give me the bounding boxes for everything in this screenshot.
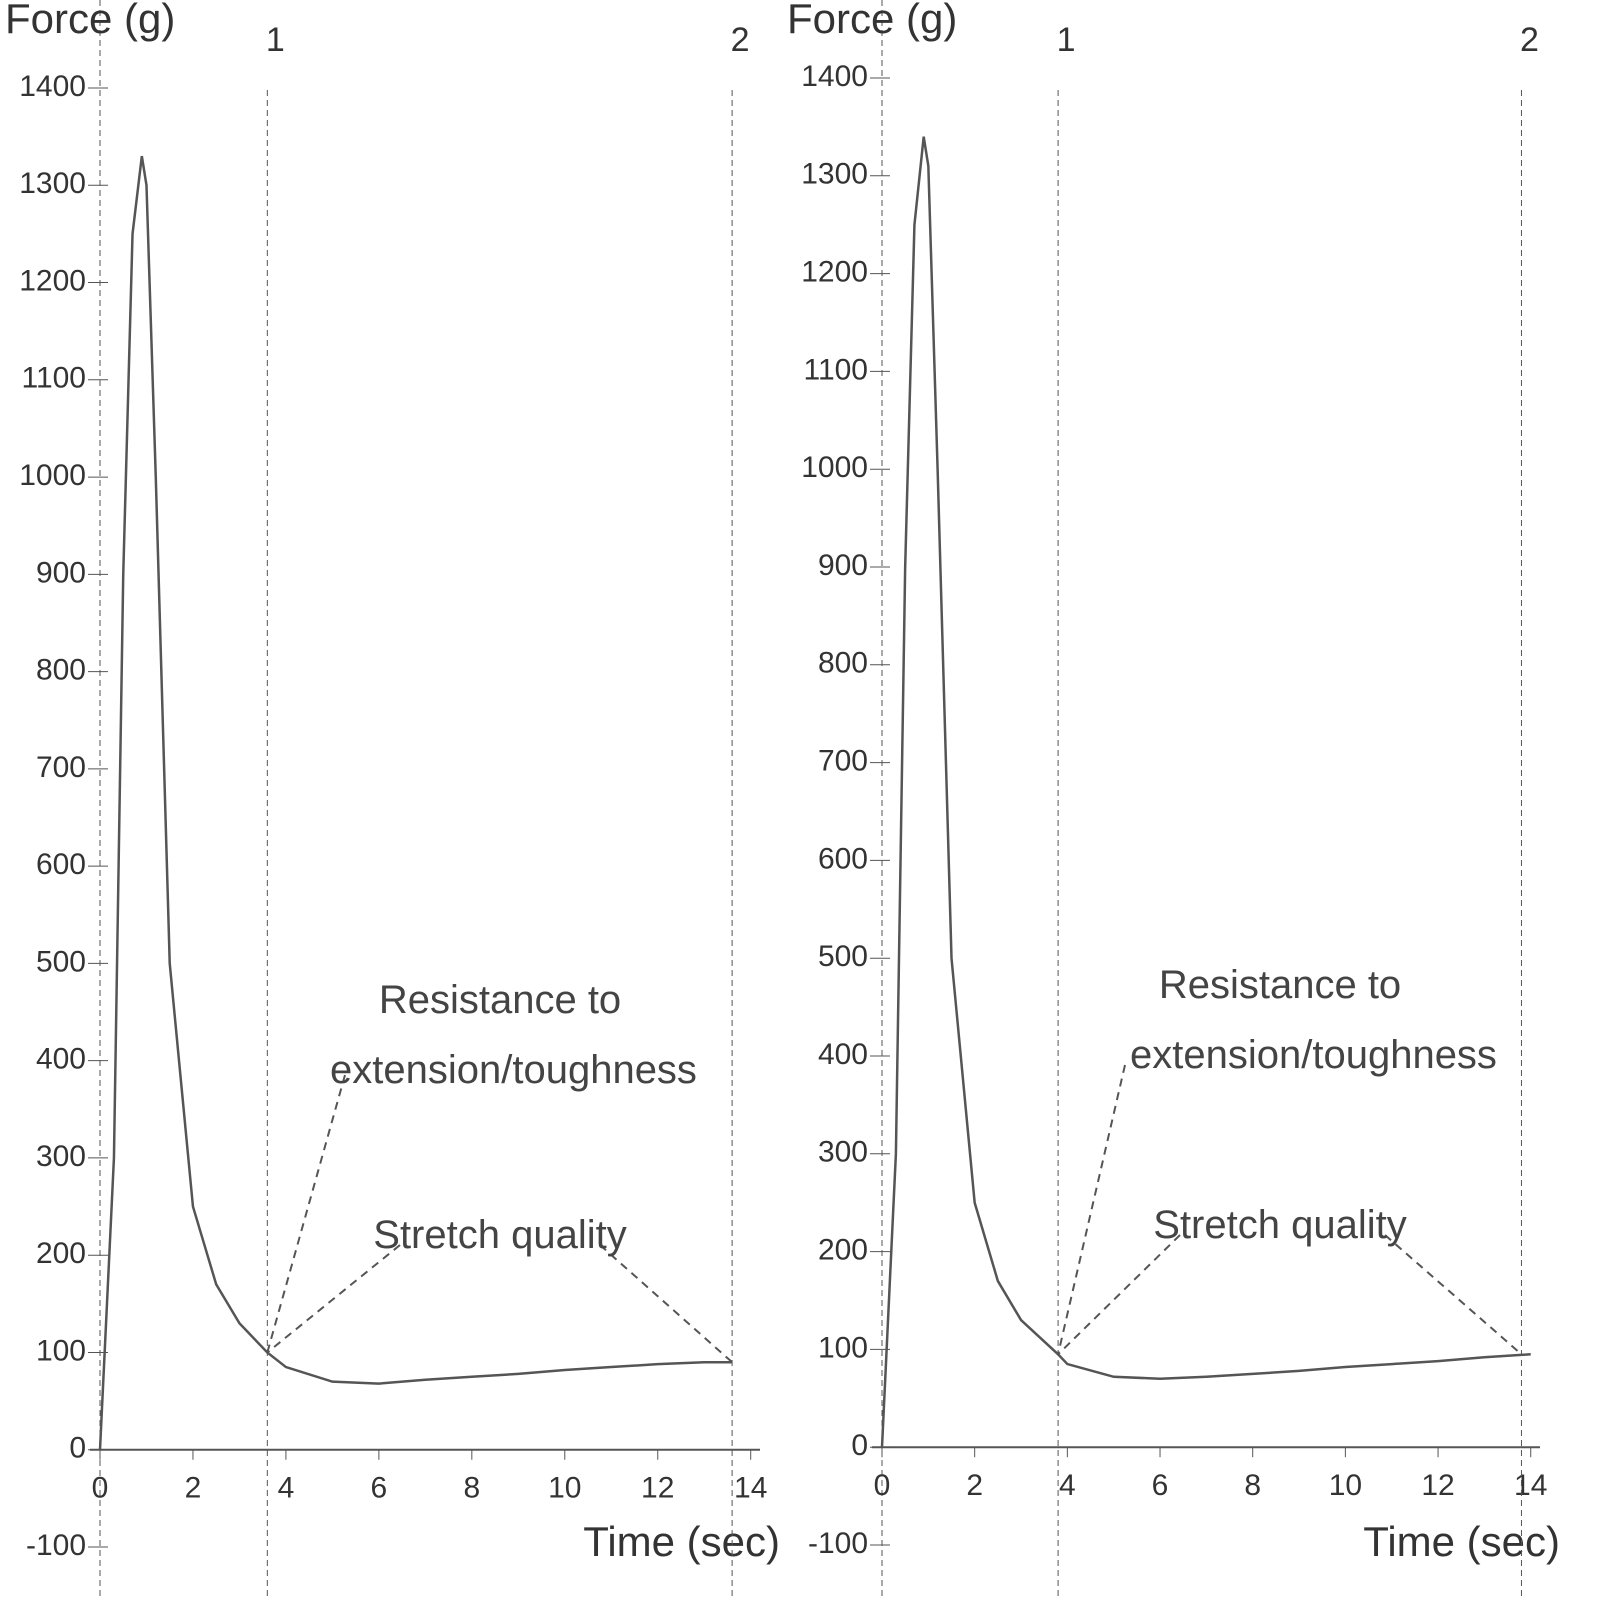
- y-axis-label: Force (g): [787, 0, 957, 42]
- y-tick-label: 1300: [801, 158, 868, 191]
- marker-label: 1: [1057, 21, 1076, 59]
- x-tick-label: 0: [874, 1469, 891, 1502]
- annotation-arrow: [599, 1244, 733, 1363]
- y-tick-label: 400: [818, 1038, 868, 1071]
- y-tick-label: 1200: [19, 264, 86, 297]
- annotation: Resistance to extension/toughness: [330, 978, 697, 1092]
- x-tick-label: 10: [1329, 1469, 1362, 1502]
- curve: [98, 155, 733, 1450]
- y-tick-label: 800: [36, 654, 86, 687]
- y-tick-label: 1000: [801, 451, 868, 484]
- x-tick-label: 4: [278, 1472, 295, 1505]
- annotation: Resistance to extension/toughness: [1130, 963, 1497, 1077]
- annotation-arrow: [266, 1244, 401, 1354]
- x-axis-label: Time (sec): [1363, 1518, 1560, 1565]
- x-tick-label: 0: [92, 1472, 109, 1505]
- y-tick-label: 0: [69, 1432, 86, 1465]
- y-tick-label: 300: [36, 1140, 86, 1173]
- y-tick-label: 100: [36, 1334, 86, 1367]
- y-tick-label: 900: [818, 549, 868, 582]
- y-tick-label: 1400: [801, 60, 868, 93]
- y-tick-label: 800: [818, 647, 868, 680]
- y-tick-label: 1300: [19, 167, 86, 200]
- x-tick-label: 6: [1152, 1469, 1169, 1502]
- y-tick-label: 600: [818, 842, 868, 875]
- y-tick-label: 500: [818, 940, 868, 973]
- y-tick-label: 600: [36, 848, 86, 881]
- annotation-arrow: [1057, 1234, 1181, 1356]
- annotation: Stretch quality: [373, 1213, 627, 1257]
- curve: [880, 136, 1531, 1448]
- x-tick-label: 4: [1059, 1469, 1076, 1502]
- annotation: Stretch quality: [1153, 1203, 1407, 1247]
- y-tick-label: 200: [36, 1237, 86, 1270]
- y-tick-label: -100: [26, 1529, 86, 1562]
- y-tick-label: 1100: [803, 353, 868, 386]
- x-tick-label: 14: [734, 1472, 767, 1505]
- y-tick-label: 400: [36, 1043, 86, 1076]
- y-tick-label: 700: [36, 751, 86, 784]
- x-tick-label: 2: [185, 1472, 202, 1505]
- annotation-arrow: [1384, 1234, 1523, 1356]
- marker-label: 1: [266, 21, 285, 59]
- annotation-arrow: [1057, 1064, 1126, 1355]
- x-tick-label: 14: [1514, 1469, 1547, 1502]
- x-tick-label: 6: [371, 1472, 388, 1505]
- y-tick-label: 700: [818, 745, 868, 778]
- x-tick-label: 12: [641, 1472, 674, 1505]
- y-tick-label: 100: [818, 1331, 868, 1364]
- x-tick-label: 8: [463, 1472, 480, 1505]
- y-tick-label: 1000: [19, 459, 86, 492]
- y-tick-label: 200: [818, 1234, 868, 1267]
- y-tick-label: 0: [851, 1429, 868, 1462]
- x-tick-label: 10: [548, 1472, 581, 1505]
- annotation-arrow: [266, 1074, 346, 1353]
- y-tick-label: -100: [808, 1527, 868, 1560]
- x-tick-label: 8: [1244, 1469, 1261, 1502]
- y-tick-label: 300: [818, 1136, 868, 1169]
- x-axis-label: Time (sec): [583, 1518, 780, 1565]
- x-tick-label: 12: [1421, 1469, 1454, 1502]
- y-axis-label: Force (g): [5, 0, 175, 42]
- marker-label: 2: [1520, 21, 1539, 59]
- y-tick-label: 500: [36, 945, 86, 978]
- y-tick-label: 900: [36, 556, 86, 589]
- y-tick-label: 1100: [21, 362, 86, 395]
- marker-label: 2: [731, 21, 750, 59]
- y-tick-label: 1400: [19, 70, 86, 103]
- x-tick-label: 2: [966, 1469, 983, 1502]
- y-tick-label: 1200: [801, 256, 868, 289]
